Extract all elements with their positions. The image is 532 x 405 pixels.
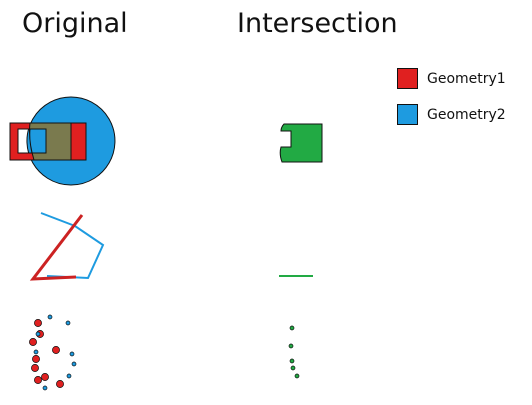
- original-lines: [33, 213, 103, 279]
- intersection-polygon-shape: [280, 124, 322, 162]
- intersection-points: [289, 326, 299, 378]
- intersection-point: [291, 366, 295, 370]
- geometry2-point: [43, 386, 47, 390]
- geometry1-point: [41, 373, 48, 380]
- intersection-polygon: [280, 124, 322, 162]
- intersection-point: [295, 374, 299, 378]
- original-polygons: [10, 97, 115, 185]
- geometry2-point: [36, 332, 40, 336]
- geometry2-point: [34, 350, 38, 354]
- geometry2-point: [48, 315, 52, 319]
- geometry1-point: [32, 355, 39, 362]
- geometry2-point: [70, 352, 74, 356]
- geometry1-point: [56, 380, 63, 387]
- geometry2-point: [72, 362, 76, 366]
- geometry1-point: [34, 376, 41, 383]
- geometry2-line: [41, 213, 103, 278]
- intersection-point: [290, 326, 294, 330]
- geometry1-point: [29, 338, 36, 345]
- geometry1-point: [31, 364, 38, 371]
- intersection-point: [289, 344, 293, 348]
- geometry1-point: [52, 346, 59, 353]
- original-points: [29, 315, 76, 390]
- geometry1-line: [33, 215, 82, 279]
- geometry1-point: [34, 319, 41, 326]
- intersection-point: [290, 359, 294, 363]
- geometry2-point: [67, 374, 71, 378]
- geometry2-point: [66, 321, 70, 325]
